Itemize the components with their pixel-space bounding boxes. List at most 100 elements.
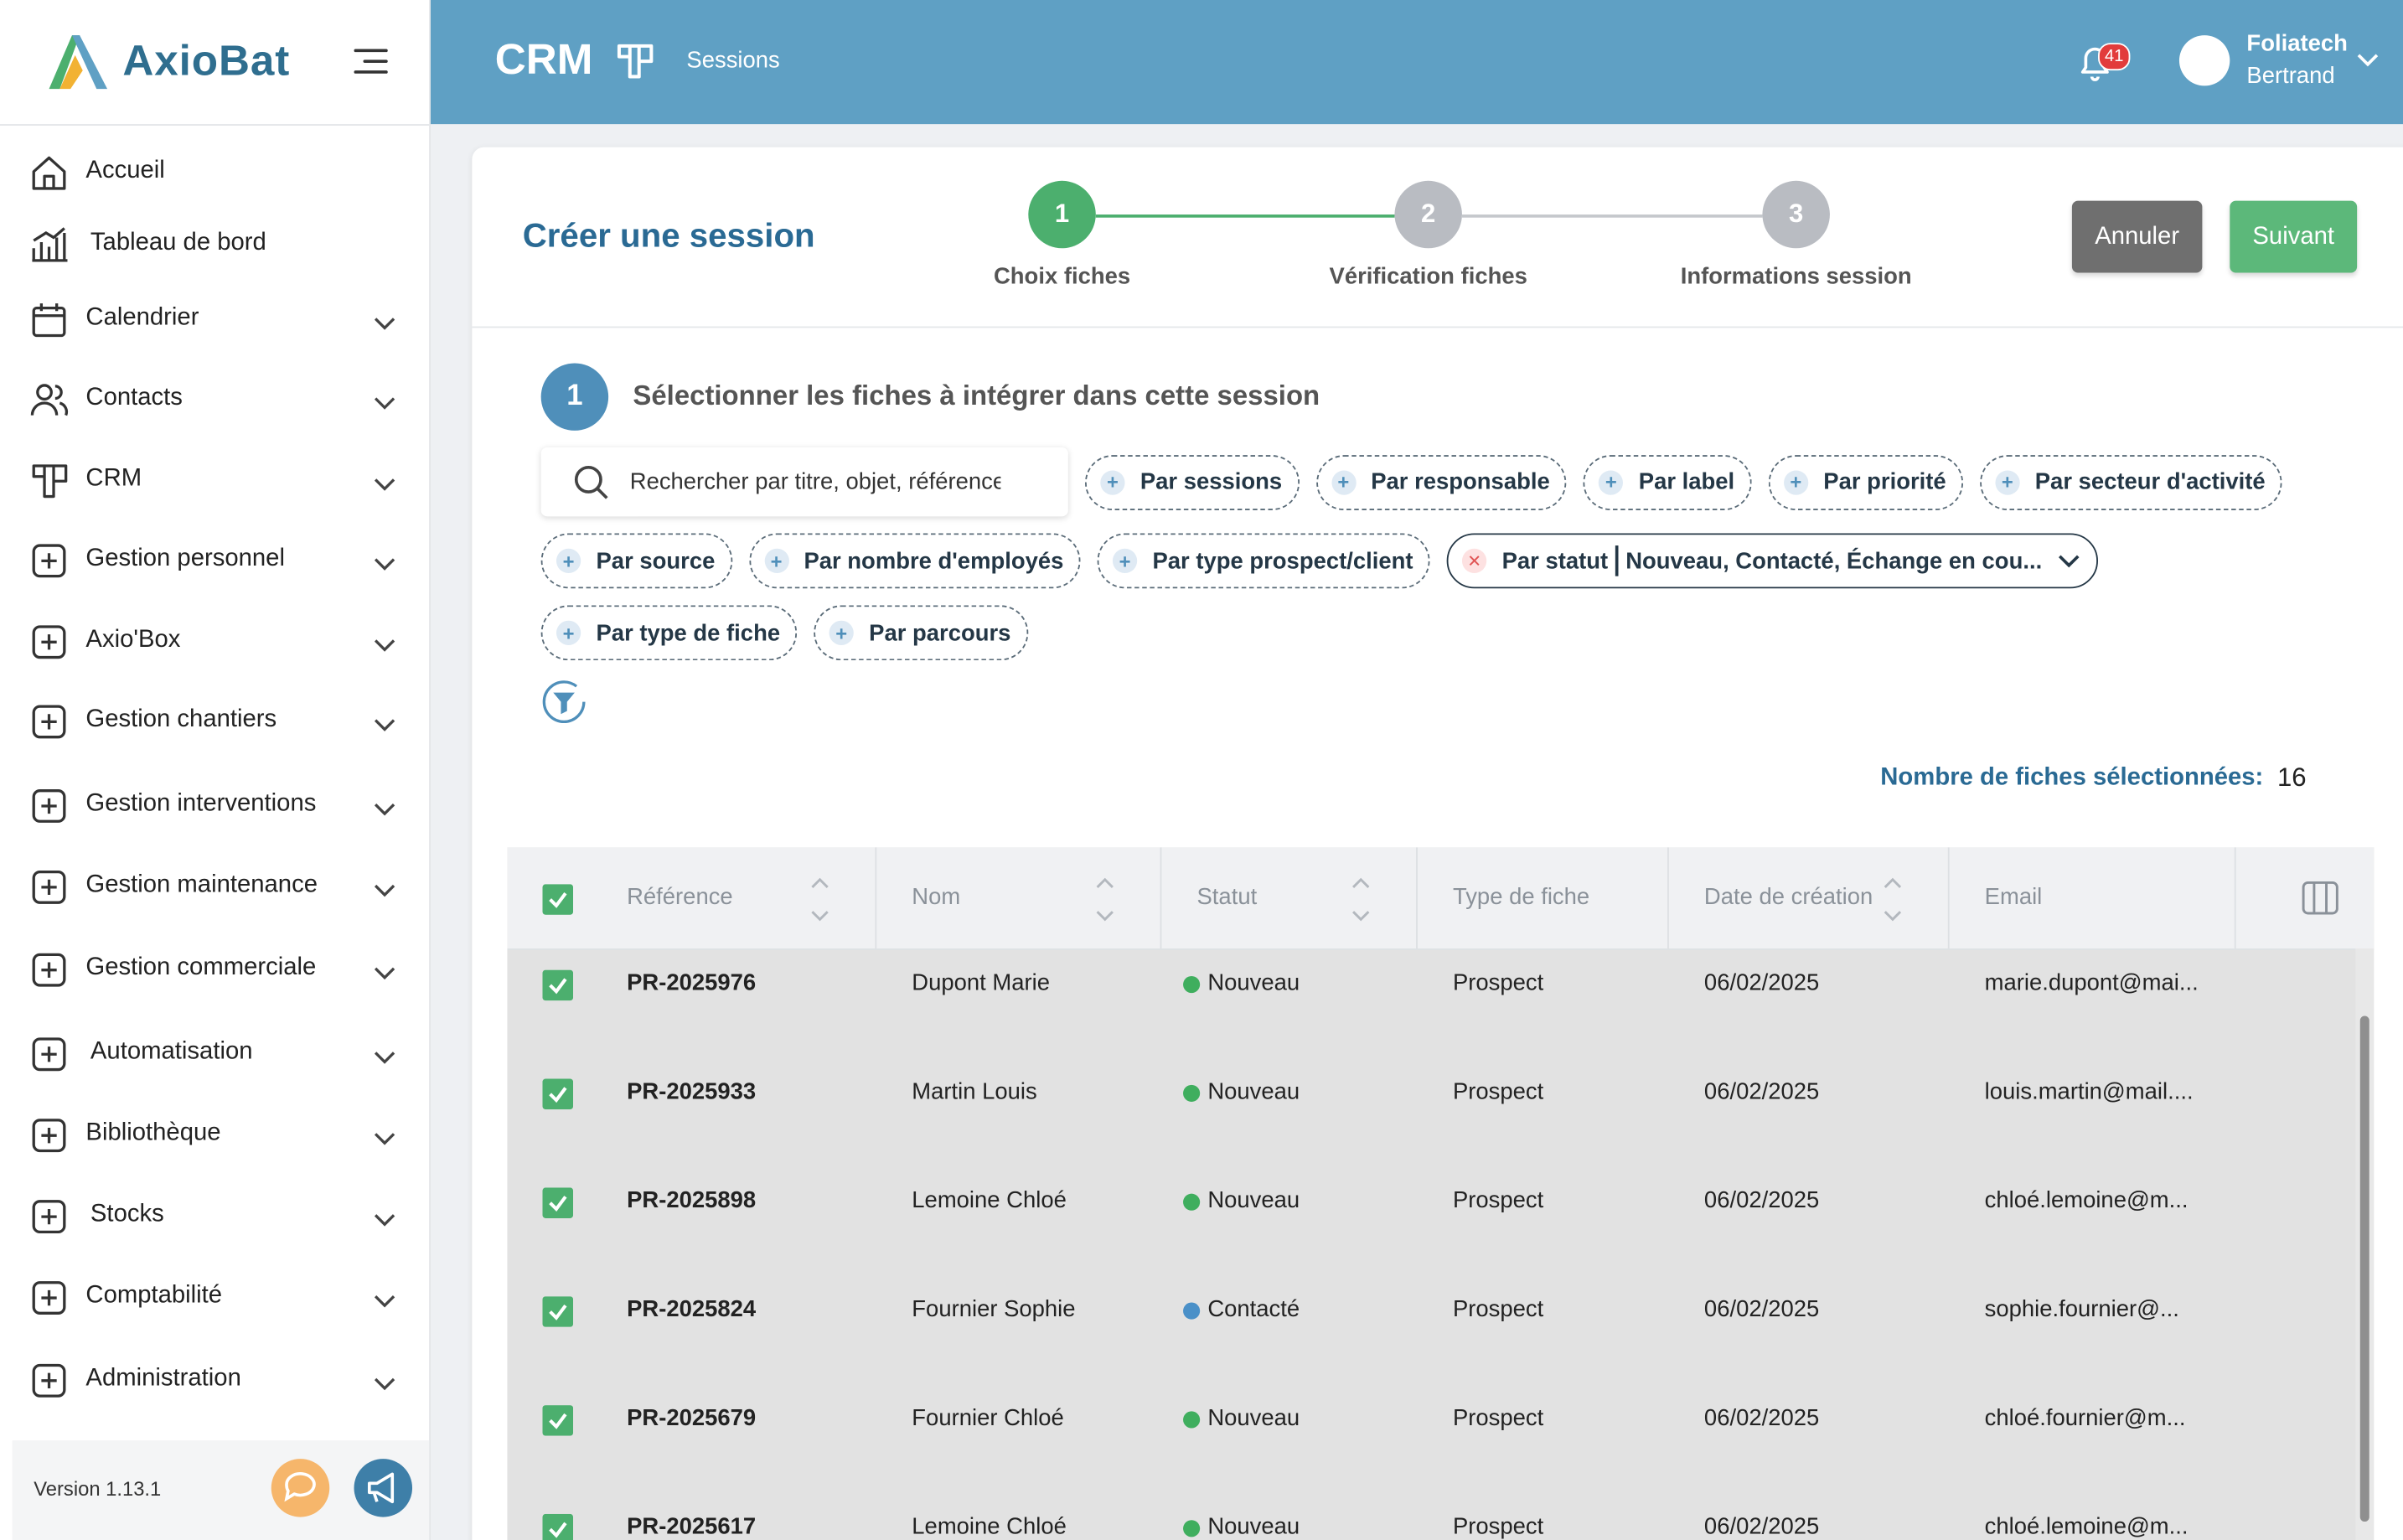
- sort-icon[interactable]: [1880, 875, 1904, 924]
- row-checkbox[interactable]: [542, 970, 573, 1001]
- scrollbar-thumb[interactable]: [2360, 1016, 2369, 1522]
- add-filter-icon: +: [1784, 470, 1808, 494]
- filter-chip[interactable]: +Par type de fiche: [541, 605, 798, 660]
- column-header[interactable]: Date de création: [1704, 884, 1873, 910]
- menu-item[interactable]: CRM: [85, 466, 142, 494]
- announcements-button[interactable]: [353, 1457, 414, 1518]
- cell-email: marie.dupont@mai...: [1985, 970, 2199, 996]
- menu-chevron[interactable]: [372, 800, 396, 819]
- menu-chevron[interactable]: [372, 1129, 396, 1148]
- column-header[interactable]: Statut: [1197, 884, 1258, 910]
- menu-icon: [29, 1034, 70, 1074]
- filter-chip[interactable]: +Par sessions: [1085, 454, 1299, 509]
- add-filter-icon: +: [1113, 549, 1137, 573]
- filter-separator: [1615, 545, 1618, 576]
- menu-icon: [29, 300, 70, 340]
- row-checkbox[interactable]: [542, 1405, 573, 1436]
- menu-item[interactable]: Automatisation: [90, 1039, 253, 1067]
- menu-chevron[interactable]: [372, 1211, 396, 1229]
- filter-chip[interactable]: +Par nombre d'employés: [749, 533, 1081, 588]
- menu-chevron[interactable]: [372, 555, 396, 573]
- table-row[interactable]: PR-2025976Dupont MarieNouveauProspect06/…: [507, 948, 2374, 1057]
- column-divider: [1160, 847, 1162, 948]
- cell-status: Nouveau: [1207, 1079, 1300, 1105]
- cell-email: sophie.fournier@...: [1985, 1296, 2179, 1322]
- sort-icon[interactable]: [1093, 875, 1117, 924]
- menu-toggle[interactable]: [353, 46, 390, 77]
- menu-item[interactable]: Gestion interventions: [85, 791, 316, 819]
- menu-item[interactable]: Contacts: [85, 385, 182, 412]
- breadcrumb: Sessions: [686, 48, 779, 74]
- cell-reference: PR-2025617: [627, 1514, 756, 1540]
- cancel-button[interactable]: Annuler: [2072, 201, 2202, 273]
- remove-filter[interactable]: ✕: [1462, 549, 1486, 573]
- filter-chip[interactable]: +Par secteur d'activité: [1980, 454, 2282, 509]
- menu-chevron[interactable]: [372, 1374, 396, 1393]
- sidebar: AxioBat AccueilTableau de bordCalendrier…: [0, 0, 431, 1540]
- reset-filters[interactable]: [540, 677, 589, 726]
- row-checkbox[interactable]: [542, 1514, 573, 1540]
- columns-toggle[interactable]: [2302, 881, 2338, 915]
- column-header[interactable]: Email: [1985, 884, 2043, 910]
- menu-chevron[interactable]: [372, 1048, 396, 1067]
- version: Version 1.13.1: [34, 1477, 161, 1500]
- cell-type: Prospect: [1453, 1079, 1543, 1105]
- search-box[interactable]: Rechercher par titre, objet, référence: [541, 447, 1068, 516]
- menu-item[interactable]: Gestion chantiers: [85, 706, 276, 734]
- menu-chevron[interactable]: [372, 1292, 396, 1310]
- table-row[interactable]: PR-2025679Fournier ChloéNouveauProspect0…: [507, 1383, 2374, 1492]
- filter-chip[interactable]: +Par label: [1584, 454, 1751, 509]
- column-header[interactable]: Référence: [627, 884, 733, 910]
- row-checkbox[interactable]: [542, 1079, 573, 1110]
- table-row[interactable]: PR-2025824Fournier SophieContactéProspec…: [507, 1275, 2374, 1384]
- next-button[interactable]: Suivant: [2230, 201, 2357, 273]
- menu-icon: [29, 380, 70, 421]
- menu-chevron[interactable]: [372, 881, 396, 900]
- sort-icon[interactable]: [808, 875, 832, 924]
- column-header[interactable]: Type de fiche: [1453, 884, 1589, 910]
- menu-chevron[interactable]: [372, 314, 396, 333]
- select-all-checkbox[interactable]: [542, 884, 573, 915]
- menu-item[interactable]: Comptabilité: [85, 1283, 222, 1310]
- filter-chip[interactable]: ✕Par statutNouveau, Contacté, Échange en…: [1447, 533, 2099, 588]
- menu-item[interactable]: Administration: [85, 1366, 240, 1393]
- table-row[interactable]: PR-2025617Lemoine ChloéNouveauProspect06…: [507, 1492, 2374, 1540]
- crm-icon: [614, 41, 657, 81]
- avatar[interactable]: [2179, 35, 2230, 85]
- menu-item[interactable]: Tableau de bord: [90, 230, 266, 257]
- menu-icon: [29, 950, 70, 990]
- menu-icon: [29, 1196, 70, 1237]
- filter-label: Par source: [597, 548, 716, 574]
- menu-item[interactable]: Gestion personnel: [85, 545, 285, 573]
- menu-chevron[interactable]: [372, 394, 396, 412]
- menu-item[interactable]: Stocks: [90, 1202, 164, 1229]
- chat-button[interactable]: [270, 1457, 331, 1518]
- row-checkbox[interactable]: [542, 1296, 573, 1327]
- user-menu-chevron[interactable]: [2355, 50, 2380, 69]
- sort-icon[interactable]: [1349, 875, 1373, 924]
- menu-item[interactable]: Gestion commerciale: [85, 954, 316, 982]
- table-row[interactable]: PR-2025933Martin LouisNouveauProspect06/…: [507, 1057, 2374, 1166]
- filter-chip[interactable]: +Par priorité: [1768, 454, 1962, 509]
- filter-chip[interactable]: +Par type prospect/client: [1098, 533, 1430, 588]
- menu-chevron[interactable]: [372, 716, 396, 734]
- menu-chevron[interactable]: [372, 636, 396, 654]
- row-checkbox[interactable]: [542, 1187, 573, 1218]
- menu-item[interactable]: Accueil: [85, 158, 164, 185]
- menu-item[interactable]: Bibliothèque: [85, 1120, 220, 1148]
- filter-chip[interactable]: +Par responsable: [1315, 454, 1566, 509]
- wizard-title: Créer une session: [523, 216, 815, 256]
- filter-chevron[interactable]: [2058, 551, 2082, 570]
- menu-chevron[interactable]: [372, 964, 396, 982]
- status-dot: [1183, 1303, 1200, 1320]
- menu-item[interactable]: Axio'Box: [85, 627, 180, 654]
- table-row[interactable]: PR-2025898Lemoine ChloéNouveauProspect06…: [507, 1166, 2374, 1275]
- menu-item[interactable]: Calendrier: [85, 305, 199, 333]
- filter-chip[interactable]: +Par parcours: [814, 605, 1027, 660]
- filter-chip[interactable]: +Par source: [541, 533, 732, 588]
- menu-item[interactable]: Gestion maintenance: [85, 872, 318, 900]
- column-header[interactable]: Nom: [912, 884, 960, 910]
- menu-chevron[interactable]: [372, 475, 396, 494]
